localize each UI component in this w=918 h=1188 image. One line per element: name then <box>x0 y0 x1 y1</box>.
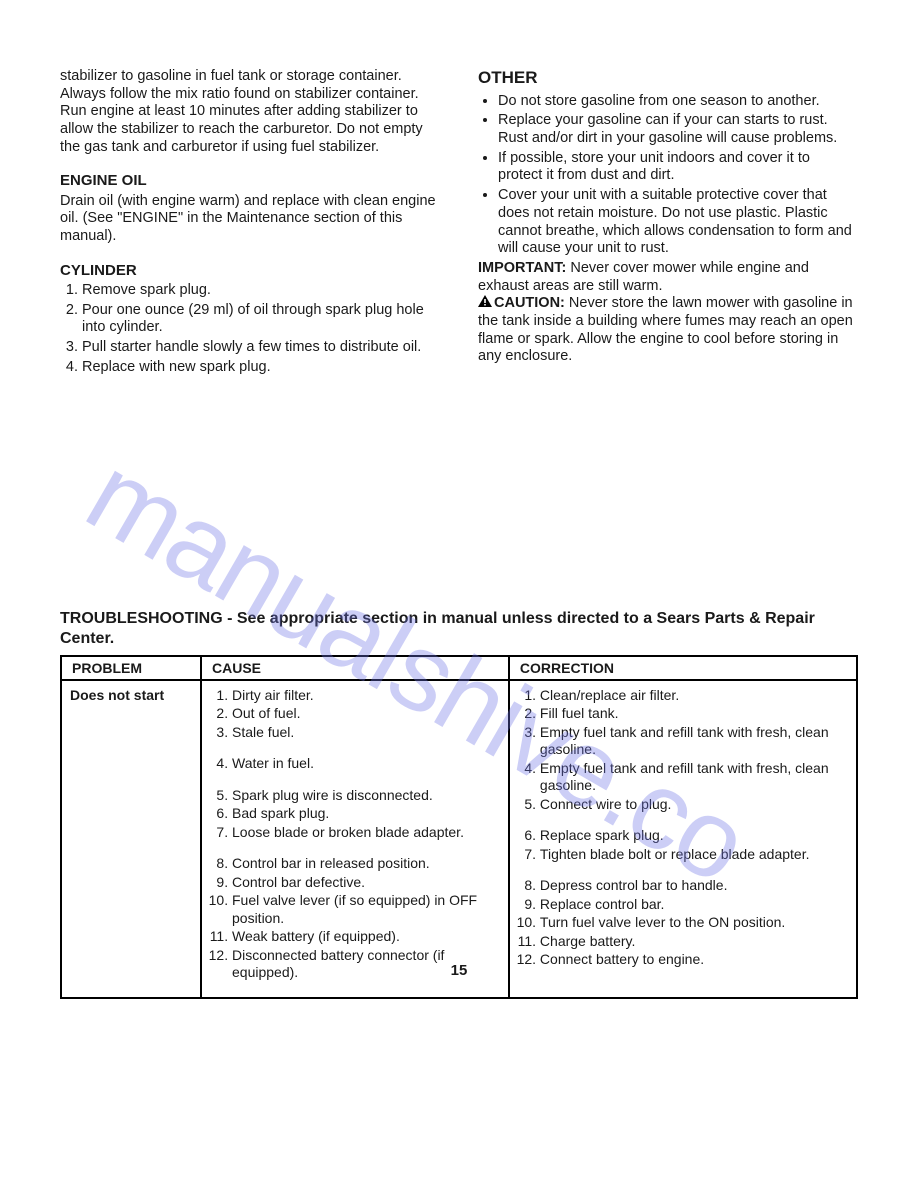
list-item: Dirty air filter. <box>232 687 500 705</box>
cylinder-list: Remove spark plug. Pour one ounce (29 ml… <box>60 282 440 376</box>
list-item: Stale fuel. <box>232 724 500 742</box>
engine-oil-heading: ENGINE OIL <box>60 172 440 190</box>
warning-icon <box>478 295 492 313</box>
table-header-row: PROBLEM CAUSE CORRECTION <box>61 656 857 680</box>
engine-oil-text: Drain oil (with engine warm) and replace… <box>60 193 440 246</box>
important-note: IMPORTANT: Never cover mower while engin… <box>478 260 858 295</box>
list-item: Charge battery. <box>540 933 848 951</box>
list-item: Pour one ounce (29 ml) of oil through sp… <box>82 302 440 337</box>
important-label: IMPORTANT: <box>478 260 566 276</box>
list-item: Tighten blade bolt or replace blade adap… <box>540 846 848 864</box>
list-item: Empty fuel tank and refill tank with fre… <box>540 724 848 759</box>
cause-cell: Dirty air filter. Out of fuel. Stale fue… <box>201 680 509 998</box>
list-item: Clean/replace air filter. <box>540 687 848 705</box>
list-item: Remove spark plug. <box>82 282 440 300</box>
cylinder-section: CYLINDER Remove spark plug. Pour one oun… <box>60 262 440 377</box>
intro-paragraph: stabilizer to gasoline in fuel tank or s… <box>60 68 440 156</box>
list-item: Control bar in released position. <box>232 855 500 873</box>
cause-list: Dirty air filter. Out of fuel. Stale fue… <box>210 687 500 982</box>
cylinder-heading: CYLINDER <box>60 262 440 280</box>
list-item: Do not store gasoline from one season to… <box>498 93 858 111</box>
th-cause: CAUSE <box>201 656 509 680</box>
list-item: Loose blade or broken blade adapter. <box>232 824 500 842</box>
troubleshooting-table: PROBLEM CAUSE CORRECTION Does not start … <box>60 655 858 999</box>
list-item: Connect wire to plug. <box>540 796 848 814</box>
list-item: Empty fuel tank and refill tank with fre… <box>540 760 848 795</box>
correction-cell: Clean/replace air filter. Fill fuel tank… <box>509 680 857 998</box>
list-item: Out of fuel. <box>232 705 500 723</box>
list-item: Fill fuel tank. <box>540 705 848 723</box>
page-number: 15 <box>0 962 918 979</box>
table-row: Does not start Dirty air filter. Out of … <box>61 680 857 998</box>
list-item: Replace spark plug. <box>540 827 848 845</box>
list-item: Bad spark plug. <box>232 805 500 823</box>
list-item: Pull starter handle slowly a few times t… <box>82 339 440 357</box>
list-item: Depress control bar to handle. <box>540 877 848 895</box>
engine-oil-section: ENGINE OIL Drain oil (with engine warm) … <box>60 172 440 245</box>
th-problem: PROBLEM <box>61 656 201 680</box>
page: manualshive.co stabilizer to gasoline in… <box>0 0 918 1039</box>
two-column-layout: stabilizer to gasoline in fuel tank or s… <box>60 68 858 379</box>
list-item: Spark plug wire is disconnected. <box>232 787 500 805</box>
list-item: Cover your unit with a suitable protecti… <box>498 187 858 258</box>
troubleshooting-section: TROUBLESHOOTING - See appropriate sectio… <box>60 609 858 999</box>
list-item: Replace control bar. <box>540 896 848 914</box>
list-item: Control bar defective. <box>232 874 500 892</box>
list-item: Fuel valve lever (if so equipped) in OFF… <box>232 892 500 927</box>
list-item: Weak battery (if equipped). <box>232 928 500 946</box>
correction-list: Clean/replace air filter. Fill fuel tank… <box>518 687 848 969</box>
other-heading: OTHER <box>478 68 858 89</box>
other-bullets: Do not store gasoline from one season to… <box>478 93 858 258</box>
problem-cell: Does not start <box>61 680 201 998</box>
troubleshooting-title: TROUBLESHOOTING - See appropriate sectio… <box>60 609 858 649</box>
left-column: stabilizer to gasoline in fuel tank or s… <box>60 68 440 379</box>
list-item: Water in fuel. <box>232 755 500 773</box>
th-correction: CORRECTION <box>509 656 857 680</box>
caution-note: CAUTION: Never store the lawn mower with… <box>478 295 858 366</box>
list-item: Replace your gasoline can if your can st… <box>498 112 858 147</box>
caution-label: CAUTION: <box>494 295 565 311</box>
right-column: OTHER Do not store gasoline from one sea… <box>478 68 858 379</box>
list-item: Replace with new spark plug. <box>82 359 440 377</box>
list-item: If possible, store your unit indoors and… <box>498 150 858 185</box>
list-item: Turn fuel valve lever to the ON position… <box>540 914 848 932</box>
